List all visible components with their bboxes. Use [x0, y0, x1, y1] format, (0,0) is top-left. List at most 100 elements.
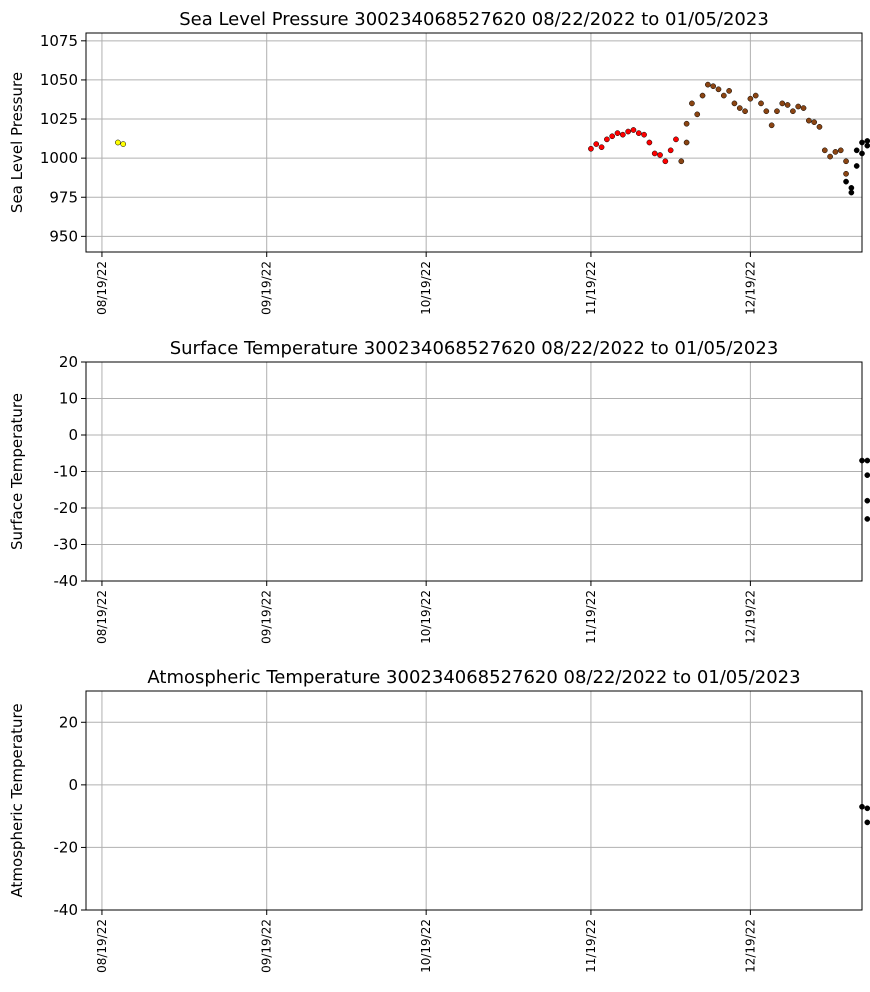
plot-frame	[85, 690, 863, 911]
data-series	[115, 139, 127, 147]
y-tick-label: -10	[54, 463, 79, 481]
y-tick-label: 1025	[40, 110, 78, 128]
data-point	[673, 136, 679, 143]
data-point	[843, 158, 849, 165]
data-point	[731, 100, 738, 107]
x-tick-label: 10/19/22	[419, 919, 433, 973]
data-point	[790, 108, 796, 115]
data-point	[726, 88, 732, 94]
data-point	[853, 147, 860, 154]
data-point	[619, 131, 626, 138]
data-point	[715, 86, 722, 93]
data-point	[864, 138, 870, 144]
data-point	[683, 139, 690, 146]
x-tick-label: 11/19/22	[584, 919, 598, 973]
chart-title: Surface Temperature 300234068527620 08/2…	[170, 338, 779, 359]
data-point	[604, 136, 610, 143]
data-point	[742, 108, 748, 115]
data-point	[864, 819, 870, 826]
y-axis-label: Atmospheric Temperature	[8, 703, 26, 897]
y-axis-label: Sea Level Pressure	[8, 72, 26, 213]
data-series	[588, 127, 679, 165]
data-point	[811, 119, 818, 126]
data-point	[635, 130, 642, 136]
data-point	[864, 805, 870, 812]
y-tick-label: 1000	[40, 149, 78, 167]
y-tick-label: 0	[68, 426, 78, 444]
y-tick-label: -20	[54, 838, 79, 856]
data-point	[853, 163, 860, 169]
data-point	[763, 108, 770, 115]
data-point	[720, 92, 727, 99]
y-tick-label: 0	[68, 776, 78, 794]
plot-area	[86, 691, 862, 910]
y-tick-label: -30	[54, 536, 79, 554]
data-point	[848, 189, 855, 196]
y-tick-label: 1075	[40, 32, 78, 50]
x-tick-label: 11/19/22	[584, 261, 598, 315]
data-point	[614, 130, 621, 136]
y-tick-label: -40	[54, 572, 79, 590]
data-point	[683, 120, 690, 127]
data-point	[795, 103, 802, 110]
y-tick-label: 20	[59, 713, 78, 731]
x-tick-label: 08/19/22	[95, 590, 109, 644]
data-point	[774, 108, 780, 115]
data-point	[779, 100, 786, 107]
y-tick-label: 20	[59, 353, 78, 371]
data-point	[115, 139, 121, 146]
x-tick-label: 08/19/22	[95, 919, 109, 973]
data-point	[625, 128, 631, 135]
y-tick-label: 950	[49, 227, 78, 245]
chart-panel-1: 950 975 1000 1025 1050 1075 08/19/22 09/19/22 10…	[8, 9, 870, 315]
plot-frame	[85, 32, 863, 253]
x-tick-label: 10/19/22	[419, 261, 433, 315]
chart-title: Sea Level Pressure 300234068527620 08/22…	[179, 9, 769, 30]
data-point	[699, 92, 706, 99]
y-tick-label: -20	[54, 499, 79, 517]
data-point	[646, 139, 653, 146]
data-point	[816, 124, 823, 130]
plot-area	[86, 33, 862, 252]
x-tick-label: 09/19/22	[260, 261, 274, 315]
data-point	[593, 141, 600, 147]
data-point	[641, 131, 647, 138]
data-point	[678, 158, 685, 165]
x-tick-label: 12/19/22	[743, 590, 757, 644]
data-point	[609, 133, 616, 140]
x-tick-label: 09/19/22	[260, 919, 274, 973]
data-point	[120, 141, 127, 147]
data-point	[843, 178, 849, 185]
data-point	[784, 102, 791, 108]
data-point	[736, 105, 743, 111]
data-point	[598, 144, 605, 151]
data-point	[848, 185, 855, 191]
data-point	[747, 95, 754, 102]
y-tick-label: 1050	[40, 71, 78, 89]
data-point	[768, 122, 775, 129]
data-point	[657, 152, 663, 158]
x-tick-label: 11/19/22	[584, 590, 598, 644]
data-point	[832, 149, 839, 155]
data-point	[588, 145, 594, 152]
y-tick-label: -40	[54, 901, 79, 919]
x-tick-label: 10/19/22	[419, 590, 433, 644]
data-point	[710, 83, 717, 90]
y-axis-label: Surface Temperature	[8, 393, 26, 550]
data-point	[662, 158, 669, 165]
data-point	[843, 170, 849, 177]
data-point	[837, 147, 844, 154]
data-point	[827, 153, 833, 160]
data-point	[805, 117, 812, 124]
data-point	[705, 81, 711, 88]
x-tick-label: 08/19/22	[95, 261, 109, 315]
chart-panel-2: -40 -30 -20 -10 0 10 20 08/19/22 09/19/22 10/19/2…	[8, 338, 870, 644]
chart-title: Atmospheric Temperature 300234068527620 …	[147, 667, 800, 688]
data-point	[864, 472, 870, 478]
data-point	[651, 150, 658, 157]
data-point	[864, 457, 870, 464]
data-point	[694, 111, 701, 118]
data-point	[758, 100, 764, 107]
data-point	[821, 147, 828, 154]
